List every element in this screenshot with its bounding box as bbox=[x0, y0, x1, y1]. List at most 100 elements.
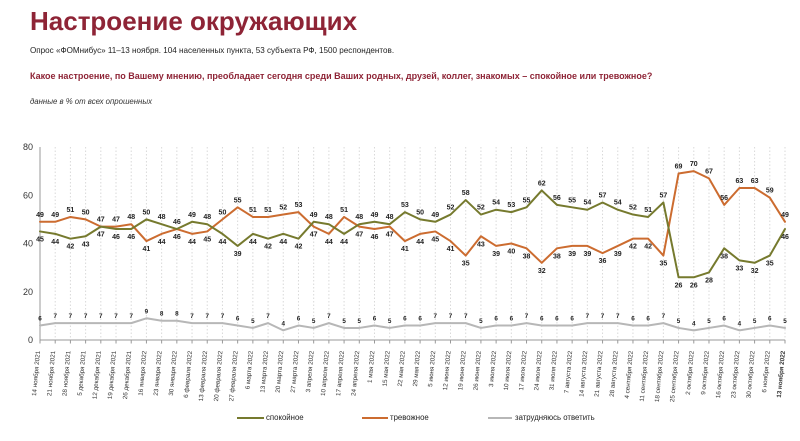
svg-text:6: 6 bbox=[555, 316, 559, 323]
svg-text:24 июля 2022: 24 июля 2022 bbox=[533, 350, 543, 391]
svg-text:56: 56 bbox=[553, 195, 561, 202]
svg-text:5: 5 bbox=[677, 318, 681, 325]
svg-text:40: 40 bbox=[23, 239, 33, 249]
svg-text:50: 50 bbox=[416, 209, 424, 216]
svg-text:53: 53 bbox=[401, 202, 409, 209]
svg-text:28 августа 2022: 28 августа 2022 bbox=[609, 350, 620, 397]
svg-text:63: 63 bbox=[751, 178, 759, 185]
svg-text:59: 59 bbox=[766, 188, 774, 195]
svg-text:35: 35 bbox=[462, 261, 470, 268]
svg-text:46: 46 bbox=[112, 234, 120, 241]
svg-text:6: 6 bbox=[297, 316, 301, 323]
svg-text:30 января 2022: 30 января 2022 bbox=[168, 350, 179, 396]
svg-text:9: 9 bbox=[145, 308, 149, 315]
svg-text:7: 7 bbox=[586, 313, 590, 320]
svg-text:6: 6 bbox=[722, 316, 726, 323]
svg-text:49: 49 bbox=[310, 212, 318, 219]
svg-text:45: 45 bbox=[431, 236, 439, 243]
svg-text:49: 49 bbox=[51, 212, 59, 219]
svg-text:13 ноября 2022: 13 ноября 2022 bbox=[775, 350, 787, 398]
svg-text:6: 6 bbox=[570, 316, 574, 323]
svg-text:31 июля 2022: 31 июля 2022 bbox=[548, 350, 558, 391]
svg-text:48: 48 bbox=[203, 214, 211, 221]
svg-text:10 апреля 2022: 10 апреля 2022 bbox=[320, 350, 331, 396]
svg-text:48: 48 bbox=[127, 214, 135, 221]
svg-text:19 декабря 2021: 19 декабря 2021 bbox=[106, 350, 118, 400]
svg-text:52: 52 bbox=[447, 205, 455, 212]
svg-text:7: 7 bbox=[114, 313, 118, 320]
svg-text:28 ноября 2021: 28 ноября 2021 bbox=[60, 350, 72, 396]
svg-text:7: 7 bbox=[99, 313, 103, 320]
svg-text:39: 39 bbox=[492, 251, 500, 258]
svg-text:7: 7 bbox=[327, 313, 331, 320]
svg-text:5: 5 bbox=[312, 318, 316, 325]
svg-text:47: 47 bbox=[112, 217, 120, 224]
svg-text:51: 51 bbox=[340, 207, 348, 214]
svg-text:6: 6 bbox=[418, 316, 422, 323]
svg-text:7: 7 bbox=[601, 313, 605, 320]
svg-text:54: 54 bbox=[492, 200, 500, 207]
svg-text:5: 5 bbox=[753, 318, 757, 325]
svg-text:35: 35 bbox=[766, 261, 774, 268]
svg-text:48: 48 bbox=[355, 214, 363, 221]
svg-text:7: 7 bbox=[205, 313, 209, 320]
svg-text:48: 48 bbox=[386, 214, 394, 221]
svg-text:6: 6 bbox=[403, 316, 407, 323]
svg-text:49: 49 bbox=[36, 212, 44, 219]
svg-text:6: 6 bbox=[768, 316, 772, 323]
svg-text:27 февраля 2022: 27 февраля 2022 bbox=[228, 350, 239, 402]
svg-text:70: 70 bbox=[690, 161, 698, 168]
svg-text:6: 6 bbox=[510, 316, 514, 323]
svg-text:41: 41 bbox=[143, 246, 151, 253]
svg-text:53: 53 bbox=[507, 202, 515, 209]
svg-text:49: 49 bbox=[781, 212, 789, 219]
svg-text:14 августа 2022: 14 августа 2022 bbox=[578, 350, 589, 397]
svg-text:45: 45 bbox=[36, 236, 44, 243]
svg-text:6: 6 bbox=[373, 316, 377, 323]
svg-text:13 февраля 2022: 13 февраля 2022 bbox=[198, 350, 209, 402]
svg-text:22 мая 2022: 22 мая 2022 bbox=[397, 350, 407, 387]
svg-text:23 октября 2022: 23 октября 2022 bbox=[729, 350, 741, 399]
svg-text:47: 47 bbox=[310, 232, 318, 239]
svg-text:18 сентября 2022: 18 сентября 2022 bbox=[653, 350, 665, 402]
svg-text:55: 55 bbox=[523, 197, 531, 204]
svg-text:44: 44 bbox=[279, 239, 287, 246]
svg-text:26 июня 2022: 26 июня 2022 bbox=[472, 350, 482, 391]
svg-text:26: 26 bbox=[690, 282, 698, 289]
svg-text:7: 7 bbox=[449, 313, 453, 320]
svg-text:4: 4 bbox=[738, 320, 742, 327]
svg-text:50: 50 bbox=[143, 209, 151, 216]
svg-text:52: 52 bbox=[279, 205, 287, 212]
svg-text:14 ноября 2021: 14 ноября 2021 bbox=[30, 350, 42, 396]
svg-text:5: 5 bbox=[783, 318, 787, 325]
svg-text:41: 41 bbox=[447, 246, 455, 253]
svg-text:12 июня 2022: 12 июня 2022 bbox=[442, 350, 452, 391]
svg-text:39: 39 bbox=[234, 251, 242, 258]
svg-text:5: 5 bbox=[388, 318, 392, 325]
svg-text:1 мая 2022: 1 мая 2022 bbox=[367, 350, 377, 383]
svg-text:43: 43 bbox=[477, 241, 485, 248]
svg-text:44: 44 bbox=[219, 239, 227, 246]
svg-text:39: 39 bbox=[583, 251, 591, 258]
svg-text:69: 69 bbox=[675, 164, 683, 171]
svg-text:3 июля 2022: 3 июля 2022 bbox=[488, 350, 498, 387]
svg-text:42: 42 bbox=[295, 244, 303, 251]
svg-text:44: 44 bbox=[249, 239, 257, 246]
svg-text:7: 7 bbox=[69, 313, 73, 320]
svg-text:19 июня 2022: 19 июня 2022 bbox=[457, 350, 467, 391]
svg-text:57: 57 bbox=[659, 192, 667, 199]
svg-text:46: 46 bbox=[371, 234, 379, 241]
svg-text:5 декабря 2021: 5 декабря 2021 bbox=[76, 350, 88, 396]
svg-text:29 мая 2022: 29 мая 2022 bbox=[412, 350, 422, 387]
svg-text:17 апреля 2022: 17 апреля 2022 bbox=[335, 350, 346, 396]
svg-text:3 апреля 2022: 3 апреля 2022 bbox=[305, 350, 316, 393]
svg-text:33: 33 bbox=[735, 265, 743, 272]
svg-text:44: 44 bbox=[51, 239, 59, 246]
svg-text:36: 36 bbox=[599, 258, 607, 265]
svg-text:16 января 2022: 16 января 2022 bbox=[138, 350, 149, 396]
svg-text:6: 6 bbox=[540, 316, 544, 323]
svg-text:52: 52 bbox=[477, 205, 485, 212]
svg-text:20 февраля 2022: 20 февраля 2022 bbox=[213, 350, 224, 402]
svg-text:15 мая 2022: 15 мая 2022 bbox=[382, 350, 392, 387]
svg-text:39: 39 bbox=[568, 251, 576, 258]
